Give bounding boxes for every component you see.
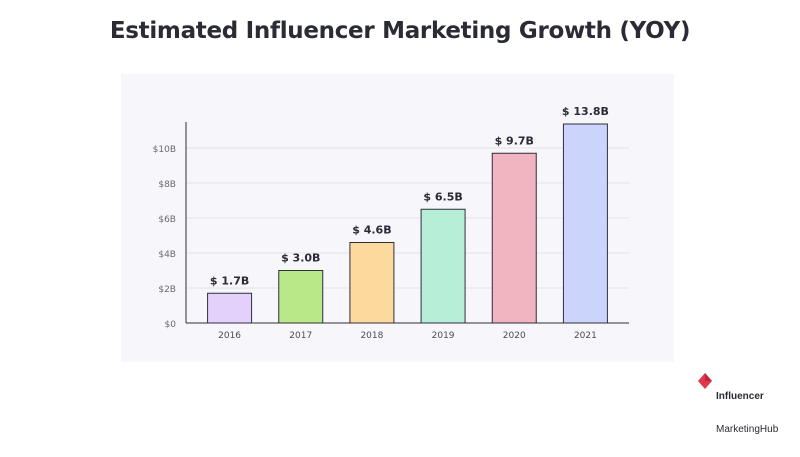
x-tick-label: 2019 xyxy=(432,331,455,341)
y-tick-label: $8B xyxy=(158,180,176,190)
y-tick-label: $2B xyxy=(158,285,176,295)
data-label: $ 3.0B xyxy=(281,252,320,265)
x-tick-label: 2020 xyxy=(503,331,526,341)
x-tick-label: 2016 xyxy=(218,331,241,341)
data-label: $ 9.7B xyxy=(495,134,534,147)
y-axis-tick-labels: $0 $2B $4B $6B $8B $10B xyxy=(153,145,177,330)
gridlines xyxy=(186,147,629,324)
chart-title: Estimated Influencer Marketing Growth (Y… xyxy=(109,18,691,44)
data-label: $ 1.7B xyxy=(210,274,249,287)
x-tick-label: 2021 xyxy=(574,331,597,341)
data-label: $ 4.6B xyxy=(352,224,391,237)
data-labels: $ 1.7B $ 3.0B $ 4.6B $ 6.5B $ 9.7B $ 13.8B xyxy=(210,105,609,287)
bar-2018 xyxy=(349,242,395,324)
x-tick-label: 2017 xyxy=(289,331,312,341)
x-axis-tick-labels: 2016 2017 2018 2019 2020 2021 xyxy=(218,331,597,341)
y-tick-label: $10B xyxy=(153,145,176,155)
brand-name-line1: Influencer xyxy=(716,391,764,402)
y-tick-label: $4B xyxy=(158,250,176,260)
y-tick-label: $0 xyxy=(165,320,177,330)
bar-2016 xyxy=(207,292,253,324)
data-label: $ 6.5B xyxy=(423,190,462,203)
brand-logo: Influencer MarketingHub xyxy=(697,368,797,435)
bar-2017 xyxy=(278,270,324,324)
bar-2019 xyxy=(420,208,466,324)
brand-mark-icon xyxy=(698,373,712,389)
bar-2020 xyxy=(491,152,537,324)
data-label: $ 13.8B xyxy=(562,105,609,118)
bar-chart: $0$2B$4B$6B$8B$10B 2016 2017 2018 2019 2020 2… xyxy=(153,105,629,341)
x-tick-label: 2018 xyxy=(360,331,383,341)
brand-name-line2: MarketingHub xyxy=(716,424,779,435)
axes xyxy=(185,122,629,324)
bars xyxy=(207,123,608,324)
y-tick-label: $6B xyxy=(158,215,176,225)
bar-2021 xyxy=(562,123,608,324)
